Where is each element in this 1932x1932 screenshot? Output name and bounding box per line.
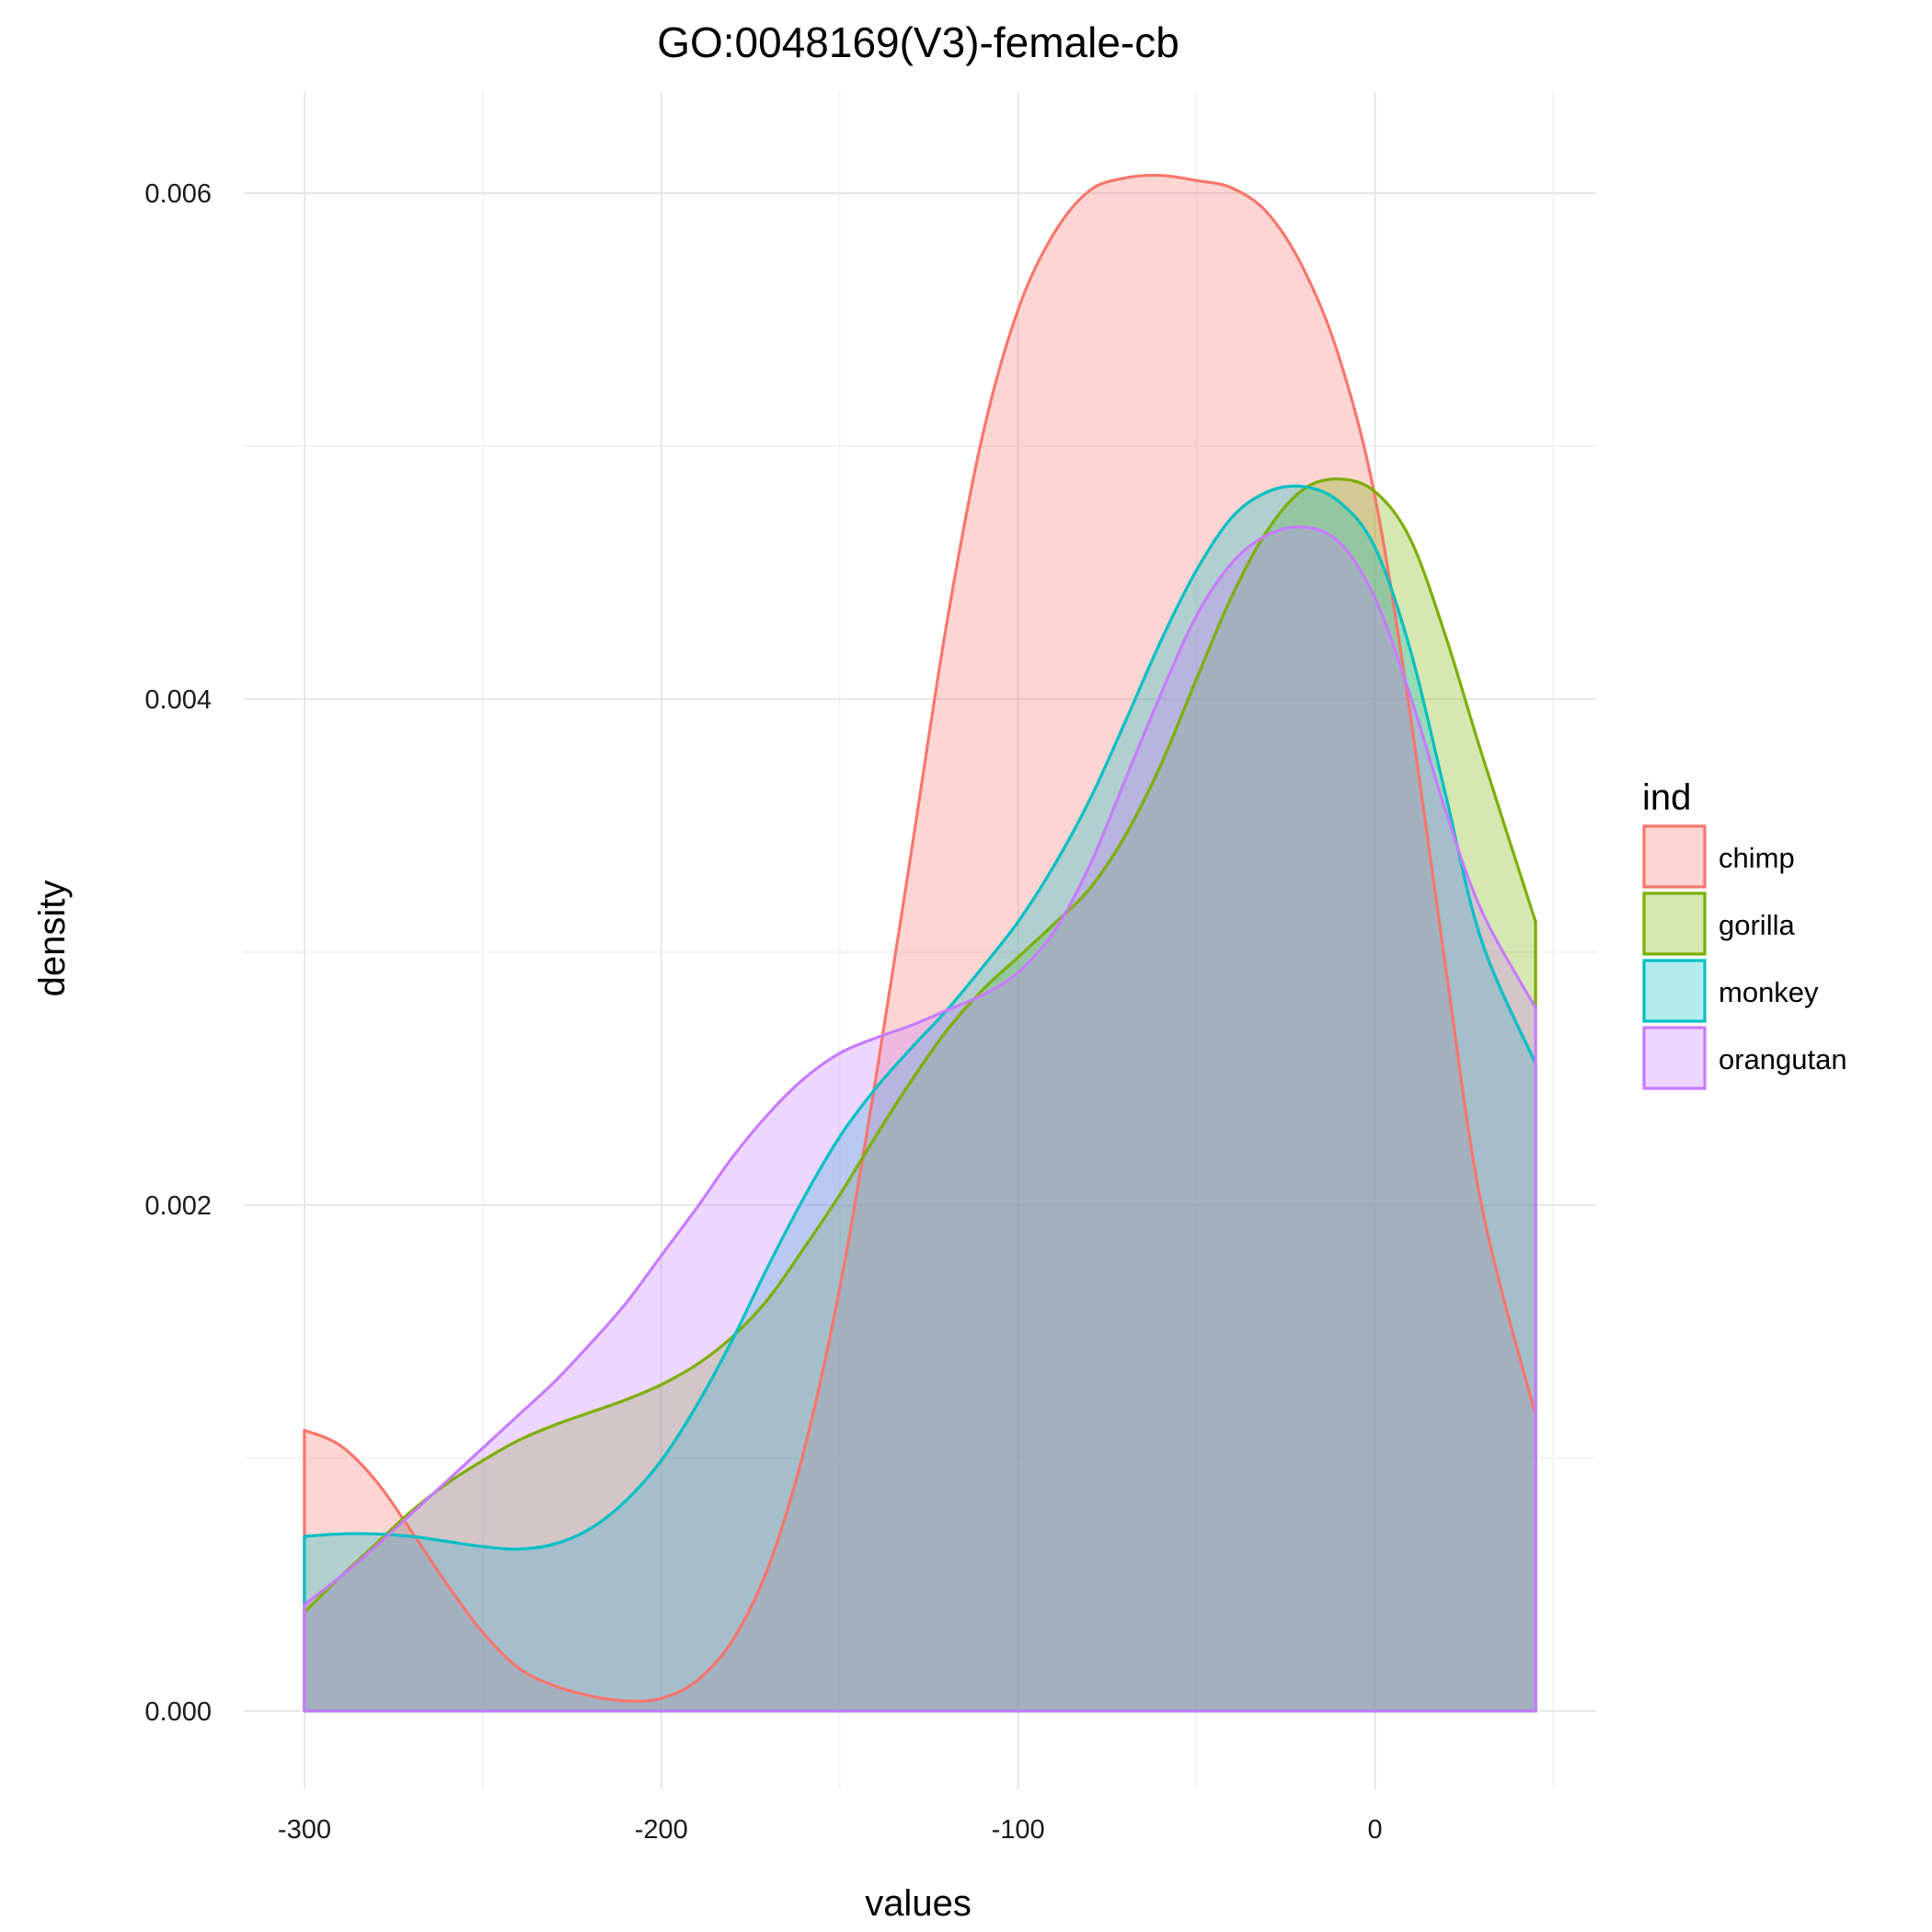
legend-label-gorilla: gorilla — [1719, 909, 1795, 941]
x-tick-label: -100 — [992, 1815, 1045, 1845]
legend-key-gorilla — [1642, 891, 1707, 956]
legend-items: chimp gorilla monkey orangutan — [1642, 824, 1847, 1090]
legend: ind chimp gorilla monkey orangutan — [1642, 777, 1847, 1090]
y-tick-label: 0.006 — [144, 179, 212, 209]
y-tick-label: 0.000 — [144, 1697, 212, 1727]
density-line-gorilla — [303, 477, 1537, 1713]
y-axis-ticks: 0.000 0.002 0.004 0.006 — [144, 179, 212, 1727]
x-axis-ticks: -300 -200 -100 0 — [278, 1815, 1383, 1845]
density-areas — [304, 175, 1536, 1711]
y-axis-title: density — [32, 880, 73, 997]
y-tick-label: 0.004 — [144, 685, 212, 715]
density-area-monkey — [304, 486, 1536, 1711]
density-line-orangutan — [303, 525, 1537, 1713]
legend-key-orangutan — [1642, 1026, 1707, 1090]
legend-title: ind — [1642, 777, 1691, 818]
x-axis-title: values — [865, 1883, 972, 1924]
density-lines — [303, 173, 1537, 1713]
legend-label-chimp: chimp — [1719, 842, 1795, 874]
legend-label-orangutan: orangutan — [1719, 1043, 1847, 1075]
density-area-orangutan — [304, 526, 1536, 1711]
legend-label-monkey: monkey — [1719, 976, 1819, 1008]
density-area-chimp — [304, 175, 1536, 1711]
chart-title: GO:0048169(V3)-female-cb — [657, 18, 1179, 66]
x-tick-label: -300 — [278, 1815, 331, 1845]
legend-key-monkey — [1642, 959, 1707, 1023]
density-line-chimp — [303, 173, 1537, 1713]
legend-key-chimp — [1642, 824, 1707, 889]
y-tick-label: 0.002 — [144, 1191, 212, 1221]
density-area-gorilla — [304, 478, 1536, 1711]
x-tick-label: -200 — [635, 1815, 688, 1845]
x-tick-label: 0 — [1367, 1815, 1382, 1845]
